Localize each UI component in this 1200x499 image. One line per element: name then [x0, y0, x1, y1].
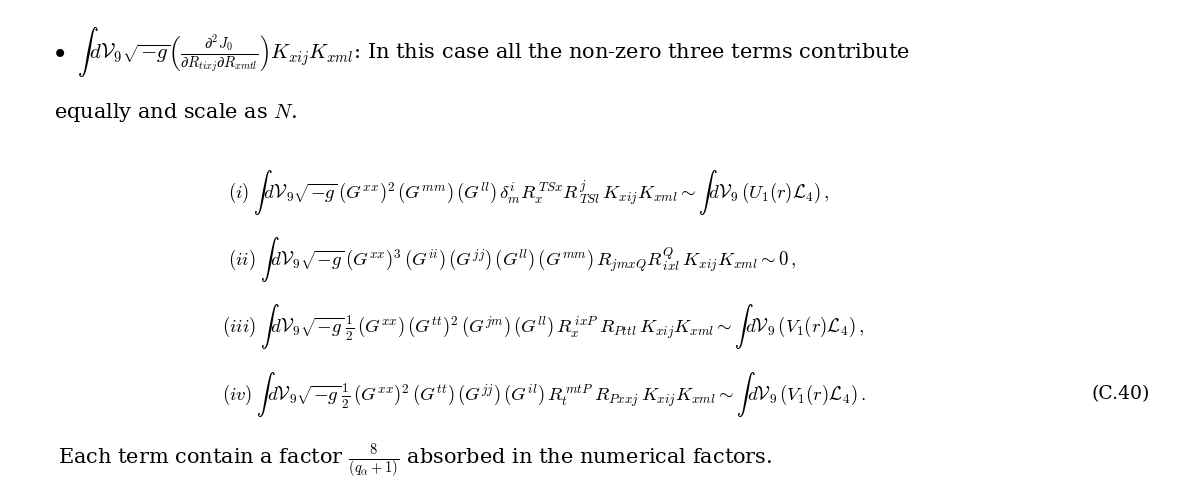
Text: $(iv)\;\int d\mathcal{V}_9\sqrt{-g}\,\frac{1}{2}\,(G^{xx})^2\,(G^{tt})\,(G^{jj}): $(iv)\;\int d\mathcal{V}_9\sqrt{-g}\,\fr… — [222, 370, 866, 419]
Text: $(ii)\;\int d\mathcal{V}_9\sqrt{-g}\,(G^{xx})^3\,(G^{ii})\,(G^{jj})\,(G^{ll})\,(: $(ii)\;\int d\mathcal{V}_9\sqrt{-g}\,(G^… — [228, 235, 797, 284]
Text: (C.40): (C.40) — [1091, 385, 1150, 403]
Text: $\bullet$  $\int d\mathcal{V}_9\sqrt{-g}\left(\frac{\partial^2 J_0}{\partial R_{: $\bullet$ $\int d\mathcal{V}_9\sqrt{-g}\… — [54, 25, 910, 79]
Text: equally and scale as $N$.: equally and scale as $N$. — [54, 101, 298, 124]
Text: $(iii)\;\int d\mathcal{V}_9\sqrt{-g}\,\frac{1}{2}\,(G^{xx})\,(G^{tt})^2\,(G^{jm}: $(iii)\;\int d\mathcal{V}_9\sqrt{-g}\,\f… — [222, 302, 864, 351]
Text: Each term contain a factor $\frac{8}{(q_\alpha+1)}$ absorbed in the numerical fa: Each term contain a factor $\frac{8}{(q_… — [58, 443, 772, 481]
Text: $(i)\;\int d\mathcal{V}_9\sqrt{-g}\,(G^{xx})^2\,(G^{mm})\,(G^{ll})\,\delta^i_m R: $(i)\;\int d\mathcal{V}_9\sqrt{-g}\,(G^{… — [228, 168, 829, 217]
